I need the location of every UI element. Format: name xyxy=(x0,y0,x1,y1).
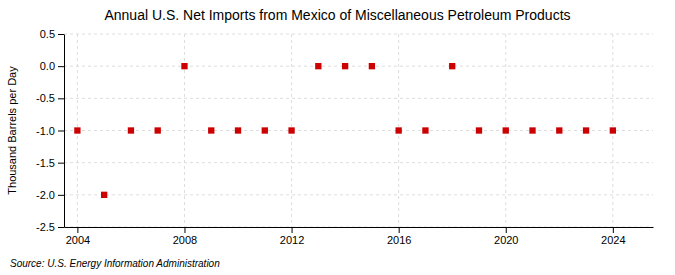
y-tick: -2.5 xyxy=(36,221,64,233)
x-tick-label: 2020 xyxy=(494,234,518,246)
y-tick: -1.5 xyxy=(36,157,64,169)
point xyxy=(155,127,161,133)
y-tick-label: 0.0 xyxy=(40,60,55,72)
point xyxy=(74,127,80,133)
y-tick: 0.0 xyxy=(40,60,64,72)
x-tick-mark xyxy=(613,227,614,233)
y-tick: -1.0 xyxy=(36,125,64,137)
x-axis: 2004 2008 2012 2016 2020 2024 xyxy=(65,227,654,246)
x-tick-label: 2008 xyxy=(173,234,197,246)
y-tick-label: -2.5 xyxy=(36,221,55,233)
grid-line-x xyxy=(184,34,185,227)
x-tick: 2020 xyxy=(494,227,518,246)
y-tick-label: -0.5 xyxy=(36,92,55,104)
source: Source: U.S. Energy Information Administ… xyxy=(10,258,220,269)
y-tick-label: -1.5 xyxy=(36,157,55,169)
y-tick-mark xyxy=(58,227,64,228)
point xyxy=(235,127,241,133)
x-tick: 2008 xyxy=(173,227,197,246)
x-tick-mark xyxy=(506,227,507,233)
grid xyxy=(64,34,653,227)
y-tick-label: 0.5 xyxy=(40,28,55,40)
grid-line-y xyxy=(64,98,653,99)
point xyxy=(610,127,616,133)
y-tick-mark xyxy=(58,195,64,196)
grid-line-y xyxy=(64,227,653,228)
y-tick: -2.0 xyxy=(36,189,64,201)
point xyxy=(128,127,134,133)
point xyxy=(556,127,562,133)
grid-line-y xyxy=(64,34,653,35)
point xyxy=(422,127,428,133)
x-tick-mark xyxy=(399,227,400,233)
grid-line-y xyxy=(64,162,653,163)
y-tick-mark xyxy=(58,34,64,35)
point xyxy=(288,127,294,133)
point xyxy=(315,63,321,69)
x-tick-label: 2004 xyxy=(66,234,90,246)
chart: 2004 2008 2012 2016 2020 2024 0.5 0.0 -0.5 -1.0 -1… xyxy=(0,0,675,275)
point xyxy=(583,127,589,133)
grid-line-y xyxy=(64,130,653,131)
x-tick-label: 2024 xyxy=(601,234,625,246)
point xyxy=(101,192,107,198)
x-tick-mark xyxy=(184,227,185,233)
plot-area: 2004 2008 2012 2016 2020 2024 0.5 0.0 -0.5 -1.0 -1… xyxy=(36,28,653,246)
point xyxy=(342,63,348,69)
x-axis-line xyxy=(65,227,654,228)
x-tick: 2024 xyxy=(601,227,625,246)
x-tick-mark xyxy=(292,227,293,233)
point xyxy=(395,127,401,133)
y-tick-mark xyxy=(58,66,64,67)
grid-line-y xyxy=(64,194,653,195)
points xyxy=(74,63,616,198)
y-tick-label: -2.0 xyxy=(36,189,55,201)
x-tick-mark xyxy=(77,227,78,233)
y-tick-mark xyxy=(58,131,64,132)
x-tick-label: 2012 xyxy=(280,234,304,246)
point xyxy=(262,127,268,133)
point xyxy=(449,63,455,69)
y-axis-title: Thousand Barrels per Day xyxy=(6,66,18,195)
y-tick: -0.5 xyxy=(36,92,64,104)
point xyxy=(369,63,375,69)
x-tick: 2012 xyxy=(280,227,304,246)
y-axis: 0.5 0.0 -0.5 -1.0 -1.5 -2.0 -2.5 xyxy=(36,28,64,233)
point xyxy=(529,127,535,133)
point xyxy=(503,127,509,133)
point xyxy=(476,127,482,133)
point xyxy=(181,63,187,69)
y-tick: 0.5 xyxy=(40,28,64,40)
y-tick-mark xyxy=(58,163,64,164)
y-tick-label: -1.0 xyxy=(36,125,55,137)
point xyxy=(208,127,214,133)
x-tick-label: 2016 xyxy=(387,234,411,246)
y-axis-line xyxy=(64,35,65,228)
title: Annual U.S. Net Imports from Mexico of M… xyxy=(104,7,570,23)
x-tick: 2004 xyxy=(66,227,90,246)
x-tick: 2016 xyxy=(387,227,411,246)
y-tick-mark xyxy=(58,98,64,99)
grid-line-y xyxy=(64,66,653,67)
